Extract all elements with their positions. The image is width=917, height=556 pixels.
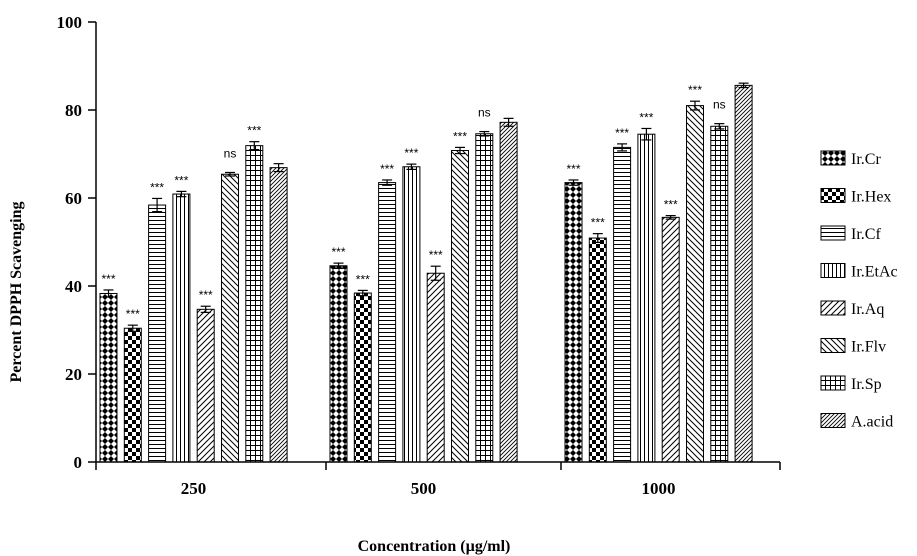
significance-label: *** [247, 124, 261, 138]
bar [402, 166, 421, 463]
bar [245, 145, 264, 463]
significance-label: *** [639, 110, 653, 124]
significance-label: *** [380, 162, 394, 176]
x-axis-title: Concentration (µg/ml) [358, 538, 511, 555]
significance-label: *** [150, 180, 164, 194]
x-tick-label: 1000 [642, 479, 676, 498]
significance-label: *** [101, 272, 115, 286]
legend-swatch [820, 263, 846, 278]
x-tick-label: 500 [411, 479, 437, 498]
legend-swatch [820, 150, 846, 166]
bar [221, 173, 239, 463]
y-tick-label: 100 [57, 13, 83, 32]
significance-label: *** [688, 83, 702, 97]
legend-label: Ir.Hex [851, 189, 891, 206]
bar [637, 133, 656, 463]
significance-label: *** [591, 216, 605, 230]
legend-label: Ir.Cf [851, 226, 881, 243]
bar [661, 216, 680, 463]
bar [451, 149, 469, 463]
legend-label: Ir.Aq [851, 301, 884, 318]
legend-label: A.acid [851, 414, 893, 431]
legend-label: Ir.Cr [851, 151, 881, 168]
significance-label: *** [664, 198, 678, 212]
bar [172, 193, 191, 463]
y-tick-label: 20 [65, 365, 82, 384]
significance-label: *** [404, 146, 418, 160]
bar [269, 167, 288, 463]
bar [686, 105, 704, 463]
significance-label: *** [174, 173, 188, 187]
legend-swatch [820, 413, 846, 428]
legend-label: Ir.Sp [851, 376, 882, 393]
significance-label: *** [331, 245, 345, 259]
bar [564, 182, 583, 463]
significance-label: ns [224, 146, 237, 160]
significance-label: *** [566, 162, 580, 176]
legend-swatch [820, 338, 846, 353]
bar [588, 237, 607, 463]
bar [499, 121, 518, 463]
y-axis-title: Percent DPPH Scavenging [8, 201, 25, 382]
bar [378, 182, 397, 463]
y-tick-label: 80 [65, 101, 82, 120]
significance-label: *** [429, 248, 443, 262]
bar [329, 265, 348, 463]
bar [123, 327, 142, 463]
bar [613, 146, 632, 463]
significance-label: *** [126, 307, 140, 321]
significance-label: ns [478, 106, 491, 120]
legend-label: Ir.EtAc [851, 264, 898, 281]
significance-label: *** [199, 288, 213, 302]
legend-swatch [820, 375, 846, 391]
bar [426, 272, 445, 463]
legend-label: Ir.Flv [851, 339, 886, 356]
y-tick-label: 60 [65, 189, 82, 208]
bar [148, 204, 167, 463]
bar [99, 292, 118, 463]
significance-label: ns [713, 98, 726, 112]
significance-label: *** [453, 129, 467, 143]
y-tick-label: 0 [74, 453, 83, 472]
legend-swatch [820, 225, 846, 241]
bar [710, 125, 729, 463]
plot-area: *** *** *** *** *** *** *** *** *** *** *** *** *** *… [99, 82, 753, 463]
legend-swatch [820, 300, 846, 316]
bar [734, 84, 753, 463]
bar [475, 133, 494, 463]
bar [196, 308, 215, 463]
legend-swatch [820, 188, 846, 203]
significance-label: *** [356, 272, 370, 286]
significance-label: *** [615, 126, 629, 140]
axes: 0 20 40 60 80 100 250 500 1000 [57, 13, 781, 498]
legend: Ir.Cr Ir.Hex Ir.Cf Ir.EtAc Ir.Aq Ir.Flv Ir.Sp A… [820, 150, 898, 431]
bar [353, 292, 372, 463]
y-tick-label: 40 [65, 277, 82, 296]
x-tick-label: 250 [181, 479, 207, 498]
